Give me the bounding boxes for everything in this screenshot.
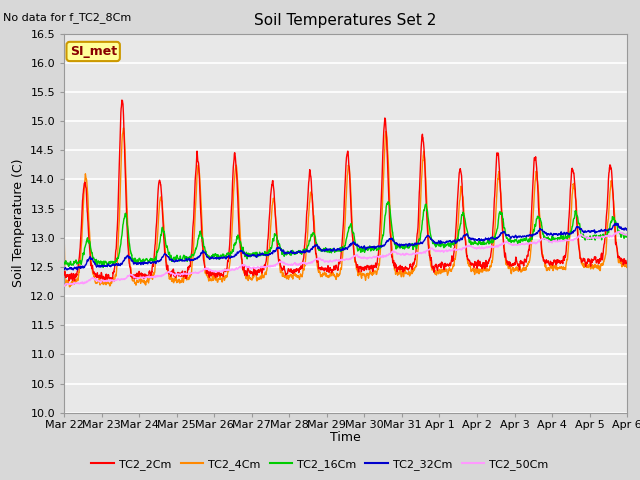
- Title: Soil Temperatures Set 2: Soil Temperatures Set 2: [255, 13, 436, 28]
- Y-axis label: Soil Temperature (C): Soil Temperature (C): [12, 159, 25, 288]
- X-axis label: Time: Time: [330, 431, 361, 444]
- Text: SI_met: SI_met: [70, 45, 116, 58]
- Legend: TC2_2Cm, TC2_4Cm, TC2_16Cm, TC2_32Cm, TC2_50Cm: TC2_2Cm, TC2_4Cm, TC2_16Cm, TC2_32Cm, TC…: [87, 455, 553, 474]
- Text: No data for f_TC2_8Cm: No data for f_TC2_8Cm: [3, 12, 131, 23]
